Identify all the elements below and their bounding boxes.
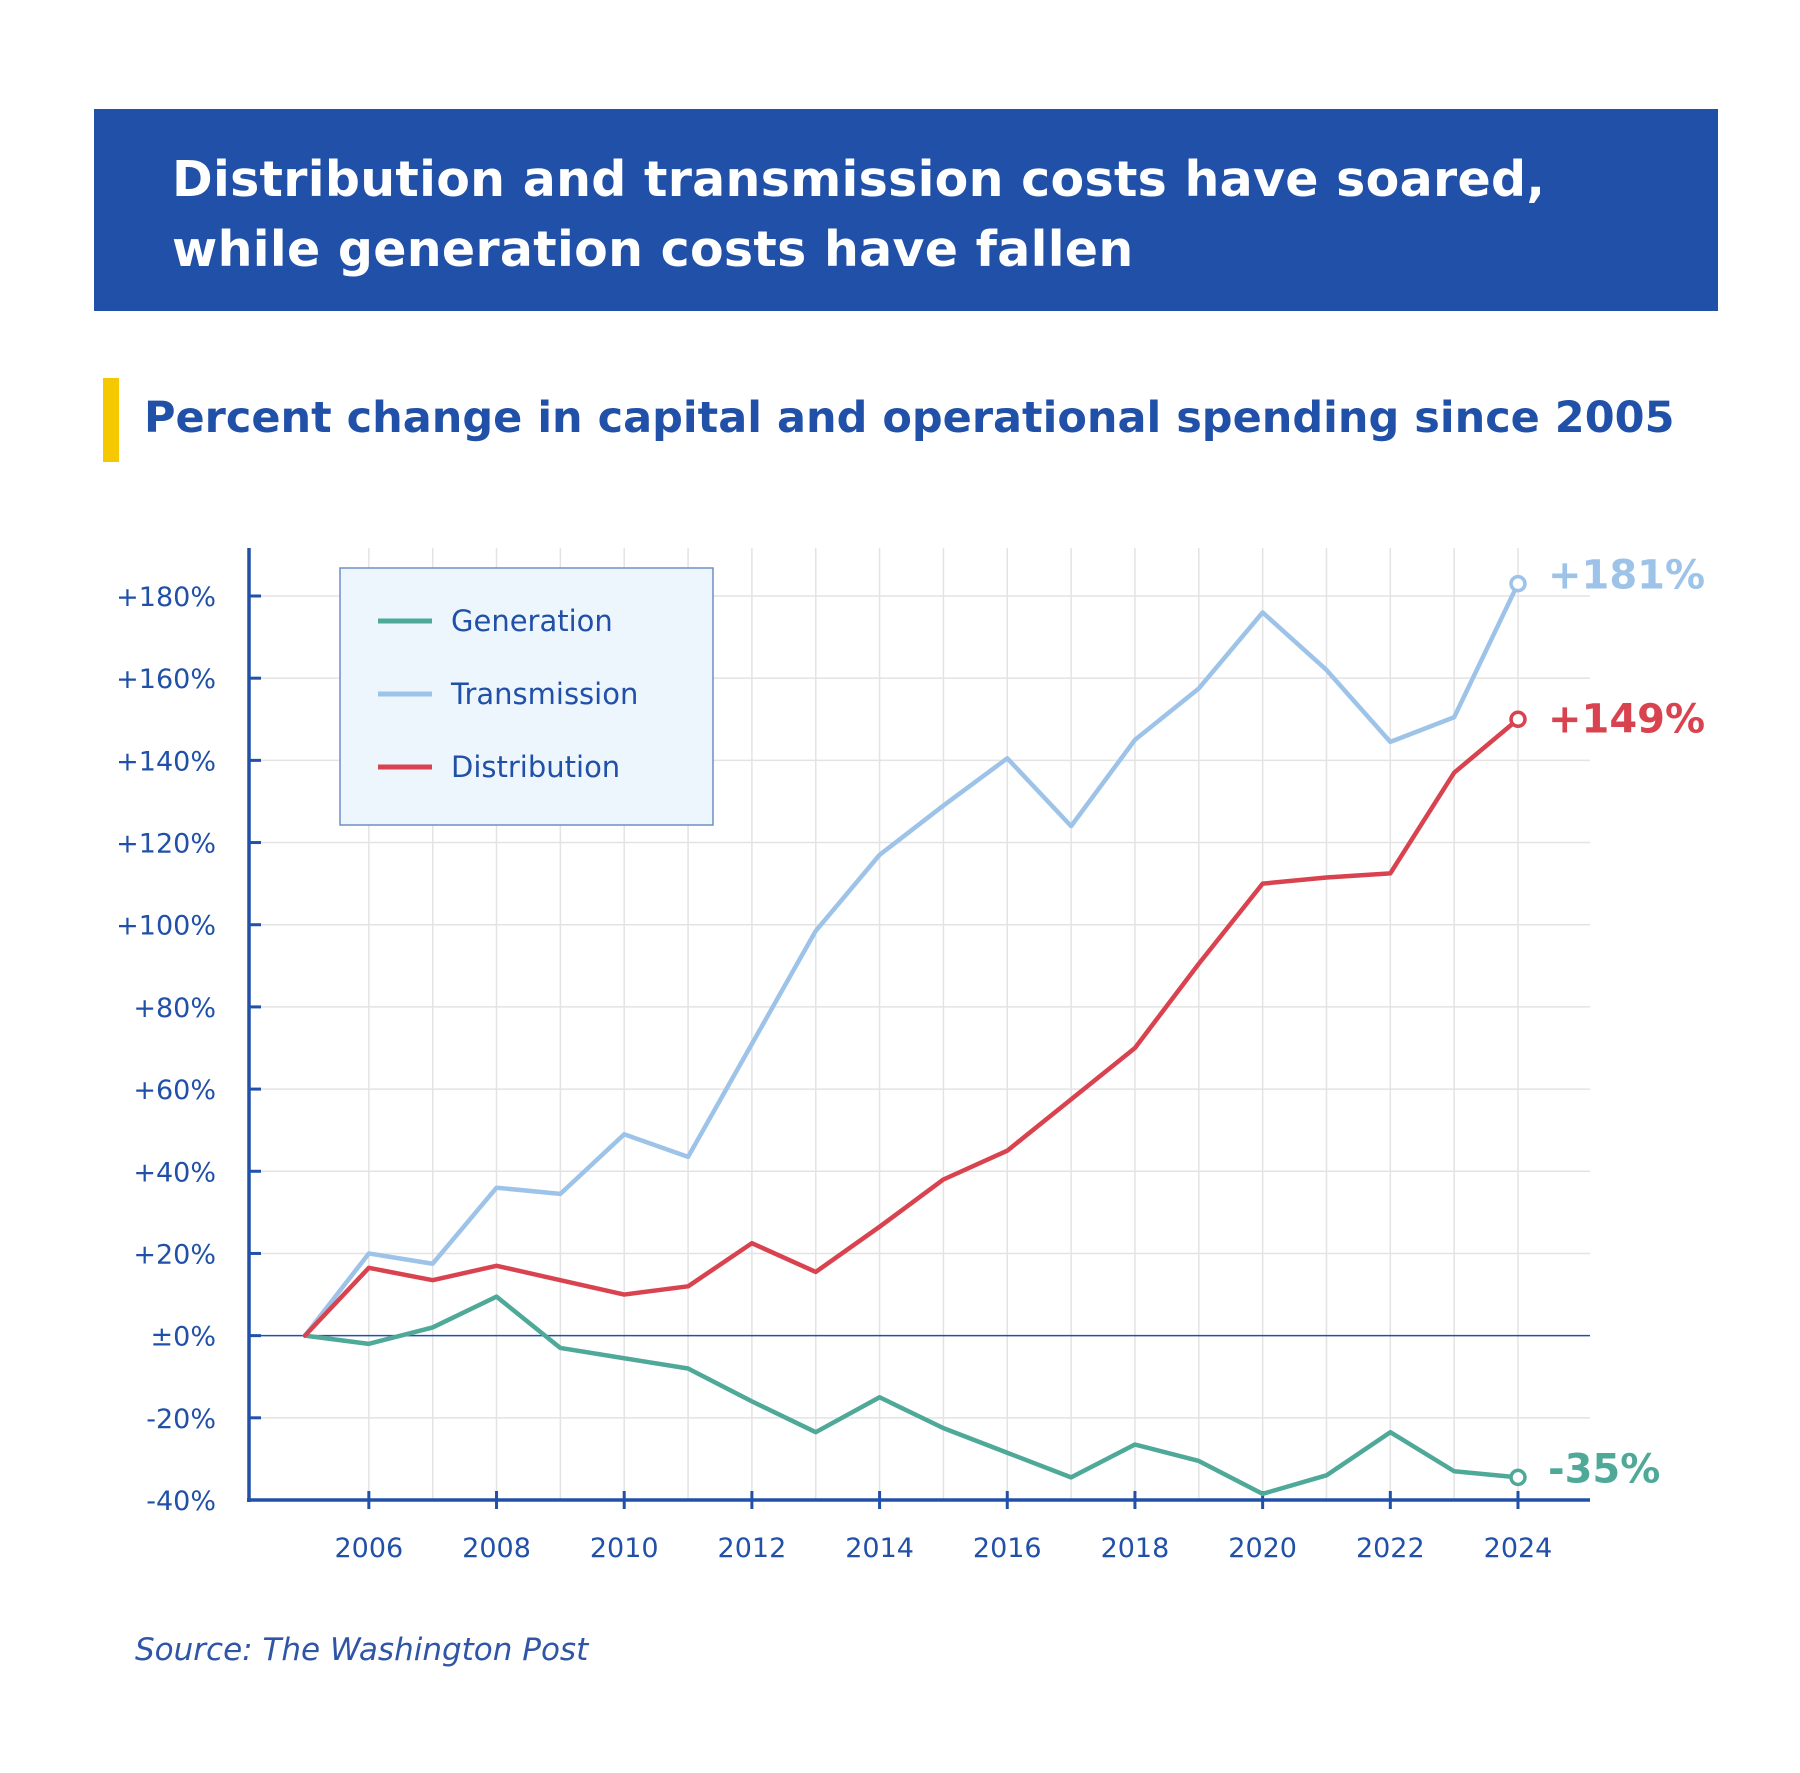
y-tick-label: +160% (116, 664, 216, 695)
chart-title-line-1: Distribution and transmission costs have… (172, 151, 1546, 208)
end-label-transmission: +181% (1548, 553, 1705, 599)
x-tick-label: 2006 (334, 1533, 403, 1564)
x-tick-label: 2016 (973, 1533, 1042, 1564)
header-banner: Distribution and transmission costs have… (94, 109, 1718, 311)
y-tick-label: -20% (146, 1404, 216, 1435)
end-label-distribution: +149% (1548, 696, 1705, 742)
source-note: Source: The Washington Post (135, 1632, 589, 1668)
series-line-transmission (302, 581, 1521, 1338)
y-tick-label: +20% (133, 1239, 216, 1270)
chart-title-line-2: while generation costs have fallen (172, 221, 1134, 278)
y-tick-label: +40% (133, 1157, 216, 1188)
y-tick-label: ±0% (151, 1322, 216, 1353)
legend: Generation Transmission Distribution (339, 567, 714, 826)
subtitle-accent-bar (103, 378, 119, 462)
y-tick-label: +60% (133, 1075, 216, 1106)
x-tick-label: 2020 (1228, 1533, 1297, 1564)
axes: +180% +160% +140% +120% +100% +80% +60% +40% +20… (116, 548, 1590, 1564)
end-label-generation: -35% (1548, 1446, 1660, 1492)
end-point-transmission (1509, 574, 1527, 593)
y-tick-label: +120% (116, 829, 216, 860)
legend-label-generation: Generation (451, 604, 613, 638)
series-line-distribution (302, 717, 1521, 1338)
y-tick-label: +180% (116, 582, 216, 613)
x-tick-label: 2014 (845, 1533, 914, 1564)
x-tick-label: 2010 (590, 1533, 659, 1564)
x-tick-label: 2022 (1356, 1533, 1425, 1564)
x-tick-label: 2012 (718, 1533, 787, 1564)
end-point-distribution (1509, 710, 1527, 729)
x-tick-label: 2018 (1101, 1533, 1170, 1564)
x-tick-label: 2008 (462, 1533, 531, 1564)
series-line-generation (302, 1294, 1521, 1497)
x-tick-label: 2024 (1484, 1533, 1553, 1564)
end-point-generation (1509, 1468, 1527, 1487)
legend-label-transmission: Transmission (450, 677, 638, 711)
series-lines: -35% +181% +149% (302, 553, 1705, 1497)
y-tick-label: +100% (116, 911, 216, 942)
y-tick-label: +140% (116, 746, 216, 777)
y-tick-label: -40% (146, 1486, 216, 1517)
legend-label-distribution: Distribution (451, 750, 620, 784)
y-tick-label: +80% (133, 993, 216, 1024)
chart-subtitle: Percent change in capital and operationa… (144, 393, 1675, 443)
